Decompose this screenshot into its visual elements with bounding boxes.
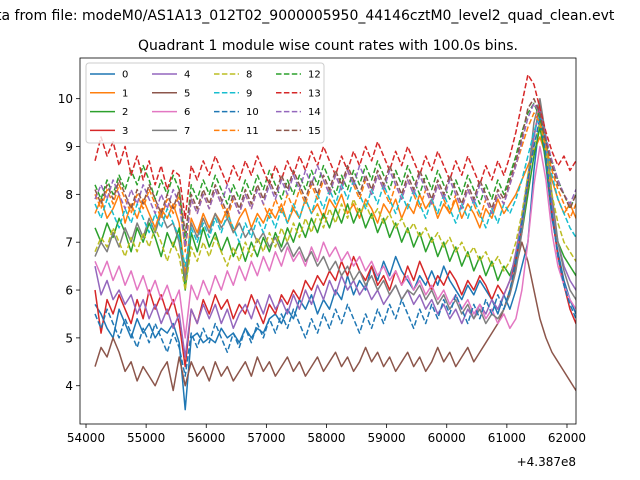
legend-label-0: 0 — [122, 70, 128, 81]
legend-label-14: 14 — [308, 107, 321, 118]
legend-label-1: 1 — [122, 88, 128, 99]
series-line-2 — [94, 126, 576, 291]
series-line-7 — [94, 97, 576, 325]
x-tick-label: 59000 — [368, 431, 406, 445]
series-line-0 — [94, 117, 576, 411]
legend-label-15: 15 — [308, 126, 321, 137]
y-tick-label: 6 — [65, 284, 73, 298]
x-tick-label: 61000 — [488, 431, 526, 445]
legend-label-7: 7 — [184, 126, 190, 137]
legend-label-8: 8 — [246, 70, 252, 81]
series-line-6 — [94, 145, 576, 339]
legend-label-5: 5 — [184, 88, 190, 99]
y-tick-label: 7 — [65, 236, 73, 250]
x-tick-label: 57000 — [247, 431, 285, 445]
series-line-5 — [94, 241, 576, 392]
x-tick-label: 56000 — [187, 431, 225, 445]
legend-label-10: 10 — [246, 107, 259, 118]
y-tick-label: 8 — [65, 188, 73, 202]
series-line-15 — [94, 97, 576, 234]
x-tick-label: 54000 — [67, 431, 105, 445]
legend-label-2: 2 — [122, 107, 128, 118]
legend-label-9: 9 — [246, 88, 252, 99]
series-line-11 — [94, 112, 576, 253]
y-tick-label: 9 — [65, 140, 73, 154]
x-tick-label: 62000 — [548, 431, 586, 445]
x-tick-label: 60000 — [428, 431, 466, 445]
x-tick-label: 55000 — [127, 431, 165, 445]
legend-label-3: 3 — [122, 126, 128, 137]
series-line-9 — [94, 112, 576, 267]
plot-frame — [79, 57, 577, 425]
series-layer — [94, 74, 576, 411]
legend-label-11: 11 — [246, 126, 259, 137]
series-line-14 — [94, 102, 576, 248]
legend-label-13: 13 — [308, 88, 321, 99]
x-offset-text: +4.387e8 — [517, 455, 576, 469]
axes: 54000 55000 56000 57000 58000 59000 60000 61000… — [58, 92, 586, 445]
series-line-8 — [94, 121, 576, 291]
legend-label-12: 12 — [308, 70, 321, 81]
series-line-13 — [94, 74, 576, 220]
figure-suptitle: ta from file: modeM0/AS1A13_012T02_90000… — [0, 8, 615, 24]
series-line-10 — [94, 117, 576, 377]
legend-label-6: 6 — [184, 107, 190, 118]
legend-label-4: 4 — [184, 70, 190, 81]
y-tick-label: 4 — [65, 379, 73, 393]
y-tick-label: 5 — [65, 331, 73, 345]
y-tick-label: 10 — [58, 92, 73, 106]
x-tick-label: 58000 — [307, 431, 345, 445]
series-line-12 — [94, 102, 576, 243]
chart-title: Quadrant 1 module wise count rates with … — [138, 38, 518, 54]
legend-box — [85, 62, 325, 144]
